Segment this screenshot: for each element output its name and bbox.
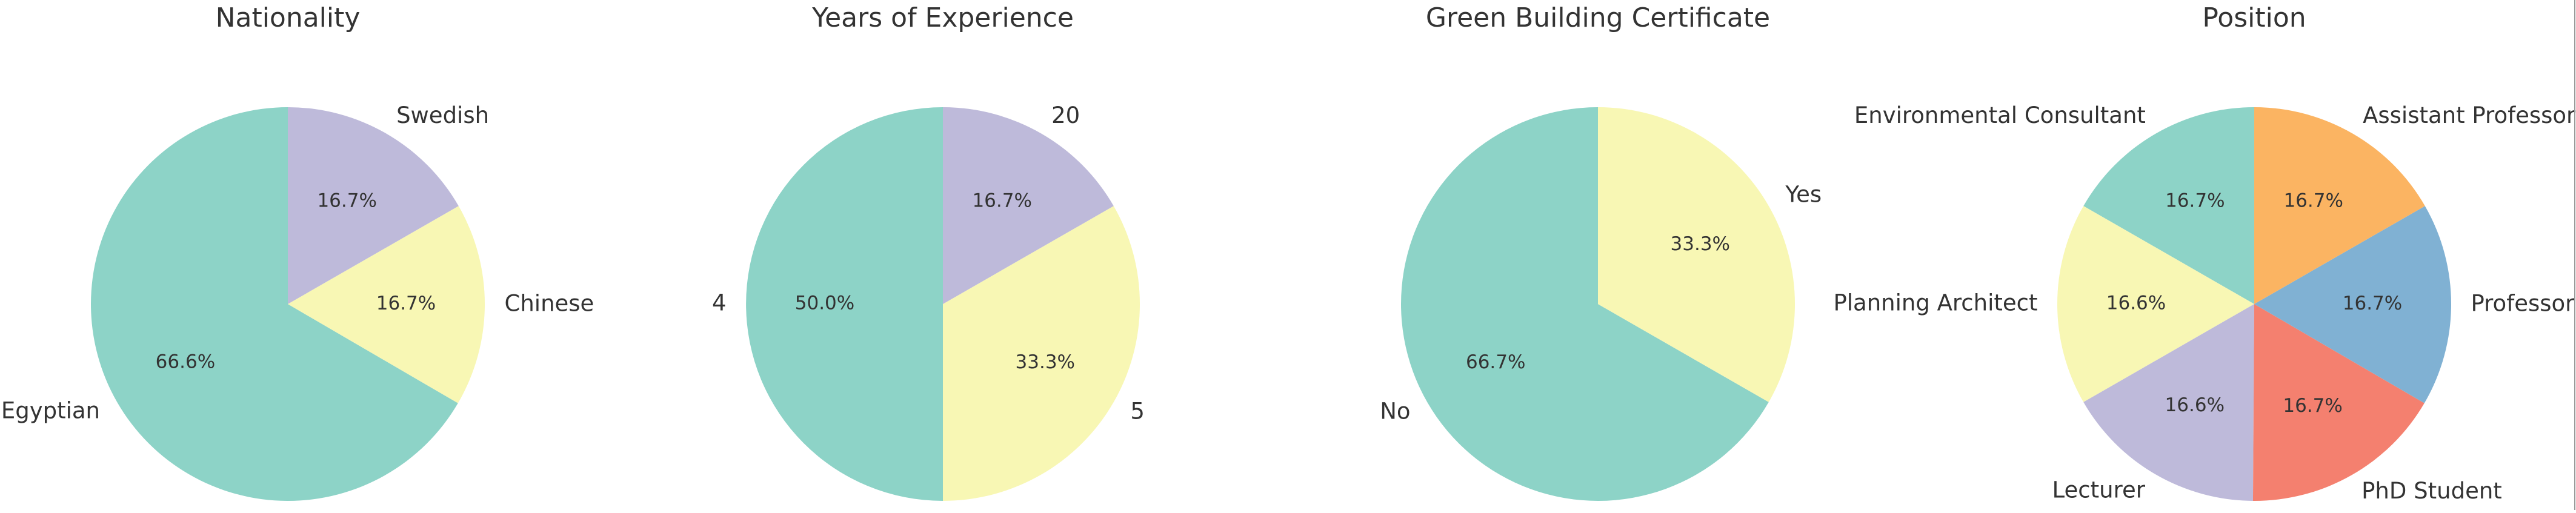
slice-label: Yes [1785, 181, 1822, 207]
slice-label: Environmental Consultant [1854, 102, 2146, 128]
pie-slice [746, 107, 943, 501]
slice-percent-label: 16.7% [972, 190, 1031, 212]
slice-label: Swedish [396, 102, 489, 128]
slice-label: 20 [1051, 102, 1080, 128]
slice-percent-label: 33.3% [1016, 351, 1075, 373]
slice-label: Planning Architect [1833, 290, 2037, 316]
slice-percent-label: 16.6% [2165, 394, 2225, 416]
slice-percent-label: 33.3% [1671, 233, 1730, 255]
slice-label: Egyptian [1, 398, 100, 424]
slice-label: 5 [1130, 399, 1145, 425]
pie-slice [288, 206, 485, 403]
pie-slice [1598, 107, 1796, 402]
pie-slice [91, 107, 458, 501]
slice-percent-label: 16.6% [2106, 293, 2166, 314]
pie-slice [2254, 107, 2425, 304]
pie-slice [2083, 304, 2254, 501]
slice-label: Professor [2471, 291, 2575, 317]
slice-label: No [1380, 399, 1410, 425]
chart-title: Years of Experience [811, 2, 1074, 33]
pie-slice [288, 107, 459, 304]
slice-percent-label: 66.6% [156, 351, 215, 373]
slice-label: Lecturer [2052, 477, 2146, 503]
slice-percent-label: 16.7% [376, 293, 436, 314]
slice-percent-label: 16.7% [2343, 293, 2402, 314]
chart-title: Nationality [216, 2, 361, 33]
pie-slice [943, 206, 1140, 501]
pie-slice [2254, 206, 2452, 403]
pie-slice [2057, 206, 2254, 402]
chart-title: Position [2202, 2, 2306, 33]
slice-label: Chinese [505, 291, 594, 317]
slice-percent-label: 50.0% [795, 293, 854, 314]
slice-label: Assistant Professor [2363, 102, 2576, 128]
pie-chart-2: Years of Experience 4 50.0% 5 33.3% 20 16.7% [712, 2, 1145, 501]
pie-slice [943, 107, 1114, 304]
pie-chart-3: Green Building Certificate No 66.7% Yes 33.3… [1380, 2, 1822, 501]
slice-percent-label: 16.7% [2283, 190, 2343, 212]
pie-chart-4: Position Environmental Consultant 16.7% Pla… [1833, 2, 2576, 504]
pie-slice [2252, 304, 2425, 501]
slice-percent-label: 66.7% [1466, 351, 1525, 373]
slice-label: PhD Student [2361, 478, 2502, 504]
right-edge-divider [2574, 0, 2575, 510]
slice-label: 4 [712, 290, 727, 316]
slice-percent-label: 16.7% [2165, 190, 2225, 212]
slice-percent-label: 16.7% [317, 190, 376, 212]
pie-slice [1401, 107, 1769, 501]
slice-percent-label: 16.7% [2283, 395, 2342, 417]
pie-slice [2083, 107, 2254, 304]
pie-chart-1: Nationality Egyptian 66.6% Chinese 16.7% Swed… [1, 2, 594, 501]
chart-title: Green Building Certificate [1426, 2, 1770, 33]
